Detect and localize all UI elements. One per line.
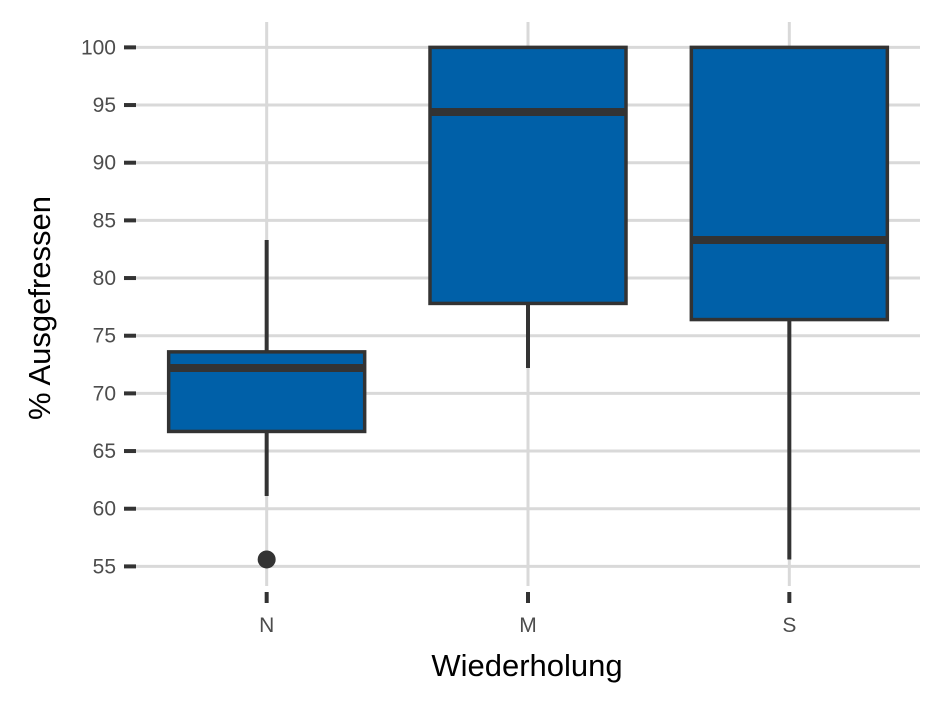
axis-layer: 55 60 65 70 75 80 85 90 95 100 N M S xyxy=(81,36,796,637)
x-tick-label: S xyxy=(782,614,796,637)
box-layer xyxy=(166,45,890,569)
box-S xyxy=(689,45,890,560)
y-tick-label: 80 xyxy=(93,267,116,290)
y-tick-label: 85 xyxy=(93,209,116,232)
box-M xyxy=(428,45,628,369)
y-axis-title: % Ausgefressen xyxy=(22,196,57,420)
box-rect xyxy=(166,350,367,434)
y-tick-label: 75 xyxy=(93,325,116,348)
box-rect xyxy=(428,45,628,306)
outlier-point xyxy=(257,550,276,569)
box-N xyxy=(166,239,367,569)
y-tick-label: 65 xyxy=(93,440,116,463)
y-tick-label: 90 xyxy=(93,152,116,175)
y-tick-label: 100 xyxy=(81,36,116,59)
y-tick-label: 60 xyxy=(93,498,116,521)
y-tick-label: 70 xyxy=(93,382,116,405)
x-tick-label: N xyxy=(259,614,274,637)
y-tick-label: 95 xyxy=(93,94,116,117)
x-tick-label: M xyxy=(519,614,537,637)
y-tick-label: 55 xyxy=(93,555,116,578)
x-axis-title: Wiederholung xyxy=(431,648,622,683)
box-rect xyxy=(689,45,890,322)
